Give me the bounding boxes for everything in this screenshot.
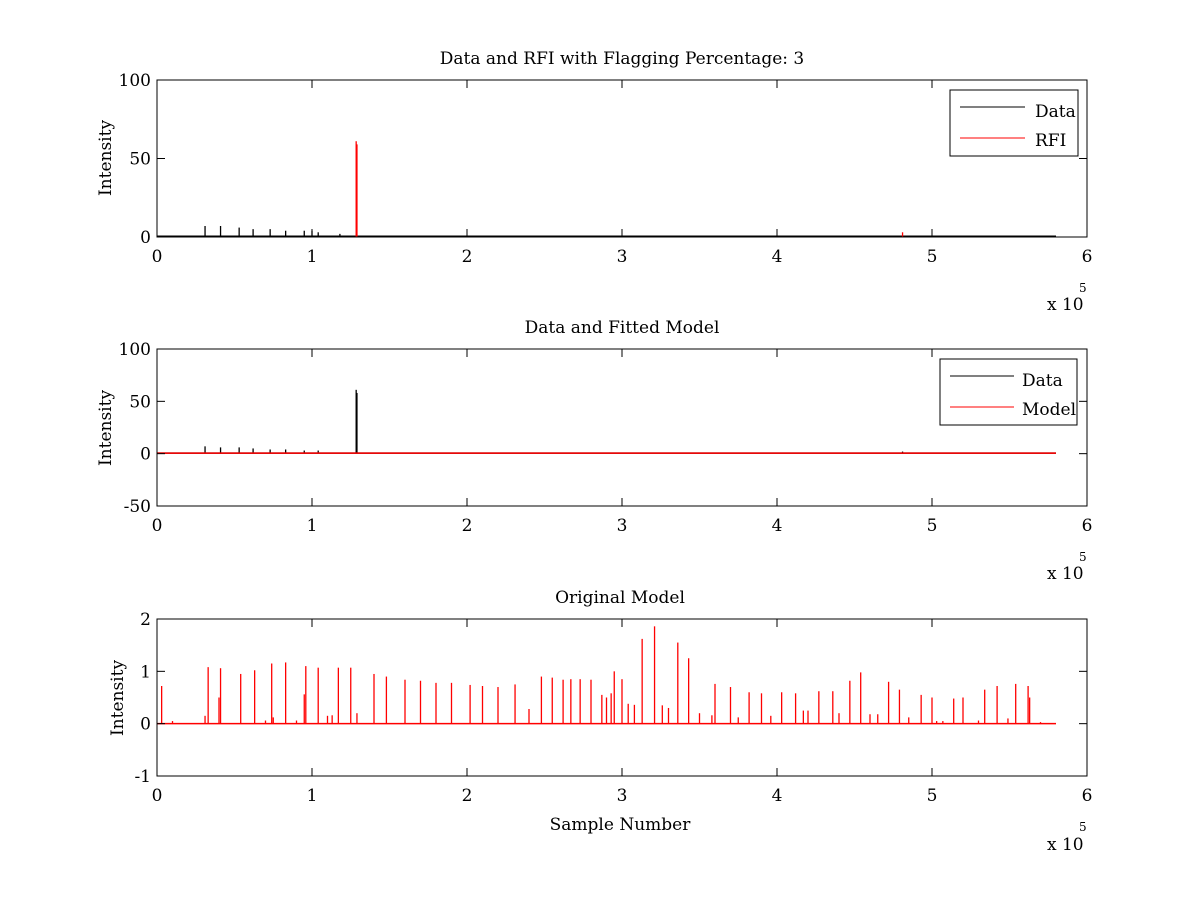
legend: Data Model bbox=[939, 358, 1078, 426]
x-tick-label: 0 bbox=[152, 247, 163, 267]
x-tick-label: 4 bbox=[772, 516, 783, 536]
x-multiplier-label: x 10 bbox=[1047, 295, 1084, 315]
plot-area bbox=[157, 349, 1087, 506]
legend-label-rfi: RFI bbox=[1035, 131, 1066, 151]
x-tick-label: 3 bbox=[617, 786, 628, 806]
y-tick-label: 0 bbox=[140, 228, 151, 248]
x-tick-label: 2 bbox=[462, 786, 473, 806]
x-axis-label: Sample Number bbox=[550, 815, 692, 835]
x-tick-label: 2 bbox=[462, 516, 473, 536]
chart-marks bbox=[157, 389, 1056, 454]
series-1 bbox=[355, 141, 904, 237]
legend-label-model: Model bbox=[1022, 400, 1076, 420]
x-tick-label: 3 bbox=[617, 247, 628, 267]
x-multiplier-exponent: 5 bbox=[1079, 281, 1087, 295]
x-tick-label: 6 bbox=[1082, 786, 1093, 806]
x-tick-label: 5 bbox=[927, 247, 938, 267]
y-tick-label: 0 bbox=[140, 445, 151, 465]
y-tick-label: 1 bbox=[140, 662, 151, 682]
series-0 bbox=[157, 626, 1056, 725]
y-tick-label: 2 bbox=[140, 610, 151, 630]
x-tick-label: 6 bbox=[1082, 247, 1093, 267]
x-multiplier-exponent: 5 bbox=[1079, 820, 1087, 834]
y-tick-label: 100 bbox=[119, 71, 151, 91]
plot-area bbox=[157, 80, 1087, 237]
legend-label-data: Data bbox=[1022, 371, 1063, 391]
x-tick-label: 5 bbox=[927, 516, 938, 536]
y-axis-label: Intensity bbox=[108, 660, 128, 736]
y-tick-label: 50 bbox=[129, 392, 151, 412]
axes-box bbox=[156, 348, 1088, 507]
axis-ticks: 0 1 2 3 4 5 6 0 50 100 bbox=[119, 71, 1093, 267]
x-tick-label: 1 bbox=[307, 786, 318, 806]
chart-title: Original Model bbox=[555, 588, 685, 608]
x-tick-label: 3 bbox=[617, 516, 628, 536]
x-tick-label: 4 bbox=[772, 247, 783, 267]
chart-marks bbox=[157, 626, 1056, 725]
x-tick-label: 6 bbox=[1082, 516, 1093, 536]
axes-box bbox=[156, 79, 1088, 238]
y-axis-label: Intensity bbox=[96, 120, 116, 196]
x-multiplier-exponent: 5 bbox=[1079, 550, 1087, 564]
x-tick-label: 5 bbox=[927, 786, 938, 806]
chart-title: Data and Fitted Model bbox=[525, 318, 720, 338]
x-multiplier-label: x 10 bbox=[1047, 835, 1084, 855]
legend-box bbox=[949, 89, 1079, 157]
legend-box bbox=[939, 358, 1078, 426]
y-tick-label: 0 bbox=[140, 715, 151, 735]
chart-marks bbox=[157, 141, 1056, 237]
y-tick-label: -50 bbox=[124, 497, 151, 517]
x-tick-label: 4 bbox=[772, 786, 783, 806]
x-multiplier-label: x 10 bbox=[1047, 564, 1084, 584]
x-tick-label: 0 bbox=[152, 786, 163, 806]
axes-box bbox=[156, 618, 1088, 777]
x-tick-label: 1 bbox=[307, 516, 318, 536]
x-tick-label: 0 bbox=[152, 516, 163, 536]
chart-title: Data and RFI with Flagging Percentage: 3 bbox=[440, 49, 804, 69]
y-tick-label: -1 bbox=[134, 767, 151, 787]
chart-panel-rfi: 0 1 2 3 4 5 6 0 50 100 Data and RFI with Flagging… bbox=[96, 49, 1092, 315]
legend-label-data: Data bbox=[1035, 102, 1076, 122]
series-0 bbox=[157, 226, 1056, 237]
x-tick-label: 1 bbox=[307, 247, 318, 267]
legend: Data RFI bbox=[949, 89, 1079, 157]
x-tick-label: 2 bbox=[462, 247, 473, 267]
y-tick-label: 50 bbox=[129, 150, 151, 170]
y-axis-label: Intensity bbox=[96, 390, 116, 466]
y-tick-label: 100 bbox=[119, 340, 151, 360]
